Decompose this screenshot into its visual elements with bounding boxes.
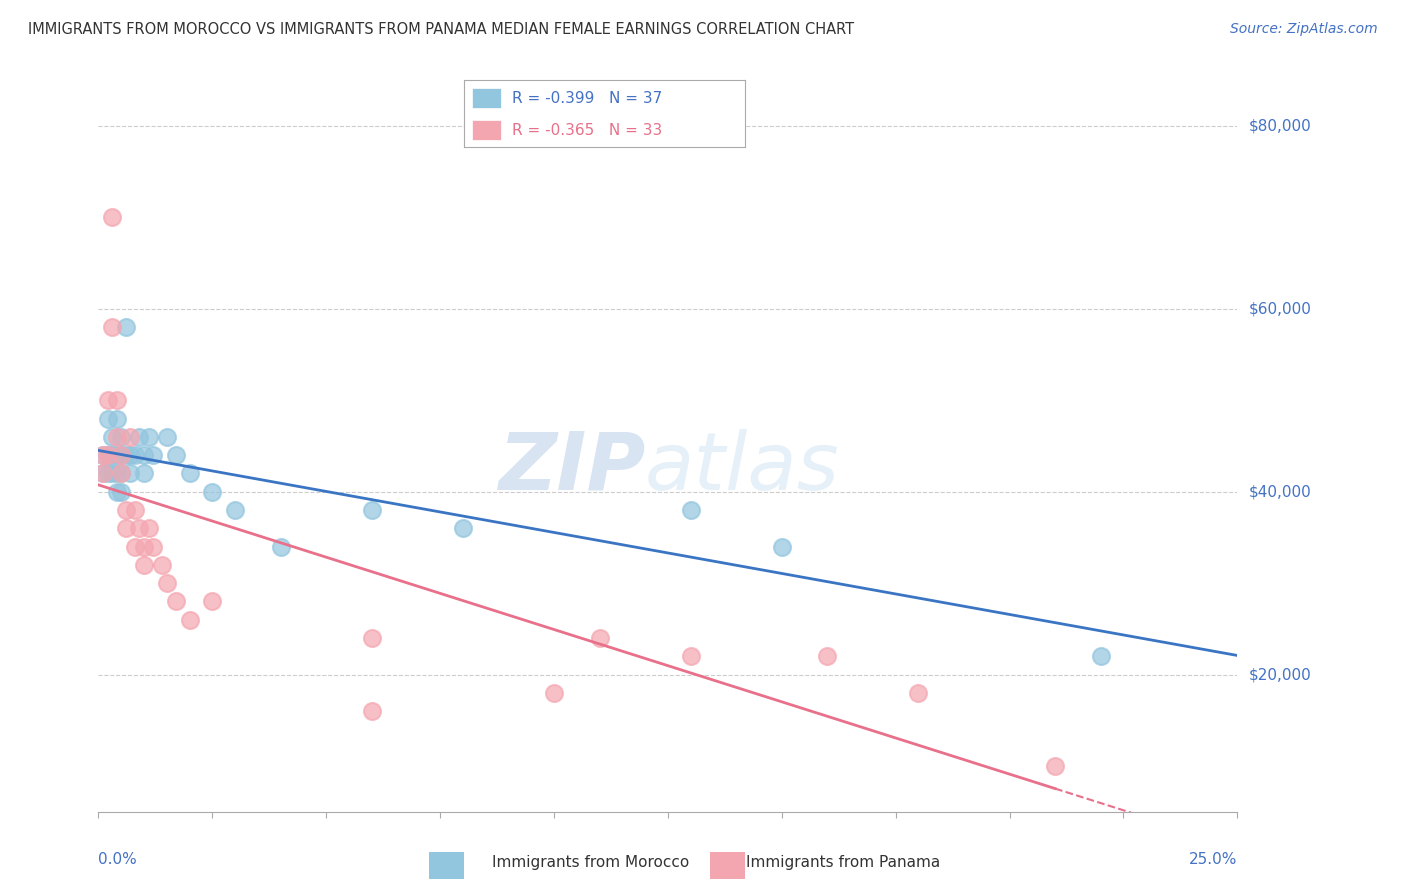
Point: [679, 503, 702, 517]
Point: [96, 393, 118, 408]
Point: [124, 540, 146, 554]
Point: [132, 467, 155, 481]
Point: [270, 540, 292, 554]
Point: [120, 467, 142, 481]
Point: [120, 448, 142, 462]
Point: [770, 540, 793, 554]
Point: [110, 467, 132, 481]
Text: Immigrants from Morocco: Immigrants from Morocco: [492, 855, 689, 870]
Point: [815, 649, 838, 664]
Point: [138, 521, 160, 535]
Point: [91, 467, 114, 481]
Point: [124, 503, 146, 517]
Text: $60,000: $60,000: [1249, 301, 1312, 317]
Point: [105, 484, 128, 499]
Point: [110, 448, 132, 462]
Point: [132, 448, 155, 462]
Point: [360, 704, 382, 718]
Point: [543, 686, 565, 700]
Point: [120, 430, 142, 444]
Point: [128, 521, 150, 535]
Point: [96, 448, 118, 462]
Point: [138, 430, 160, 444]
Point: [114, 521, 136, 535]
Point: [110, 430, 132, 444]
Text: R = -0.399   N = 37: R = -0.399 N = 37: [512, 91, 662, 106]
Point: [110, 484, 132, 499]
Point: [96, 411, 118, 425]
Text: atlas: atlas: [645, 429, 839, 507]
Point: [91, 448, 114, 462]
Point: [110, 448, 132, 462]
Text: ZIP: ZIP: [498, 429, 645, 507]
Point: [179, 467, 201, 481]
Point: [132, 540, 155, 554]
Point: [165, 448, 187, 462]
Bar: [472, 120, 501, 140]
Point: [142, 540, 165, 554]
Point: [132, 558, 155, 572]
Point: [224, 503, 246, 517]
Text: IMMIGRANTS FROM MOROCCO VS IMMIGRANTS FROM PANAMA MEDIAN FEMALE EARNINGS CORRELA: IMMIGRANTS FROM MOROCCO VS IMMIGRANTS FR…: [28, 22, 855, 37]
Bar: [472, 88, 501, 109]
Text: 0.0%: 0.0%: [98, 852, 138, 867]
Point: [128, 430, 150, 444]
Point: [101, 430, 124, 444]
Point: [110, 467, 132, 481]
Point: [101, 320, 124, 334]
Point: [105, 467, 128, 481]
Point: [679, 649, 702, 664]
Text: $20,000: $20,000: [1249, 667, 1312, 682]
Point: [105, 393, 128, 408]
Text: 25.0%: 25.0%: [1189, 852, 1237, 867]
Point: [105, 430, 128, 444]
Point: [142, 448, 165, 462]
Text: Source: ZipAtlas.com: Source: ZipAtlas.com: [1230, 22, 1378, 37]
Y-axis label: Median Female Earnings: Median Female Earnings: [0, 352, 7, 540]
Point: [91, 448, 114, 462]
Point: [201, 484, 224, 499]
Point: [1043, 759, 1066, 773]
Point: [1090, 649, 1112, 664]
Point: [114, 320, 136, 334]
Point: [114, 503, 136, 517]
Point: [91, 467, 114, 481]
Point: [360, 503, 382, 517]
Point: [165, 594, 187, 608]
Text: R = -0.365   N = 33: R = -0.365 N = 33: [512, 123, 662, 138]
Point: [105, 411, 128, 425]
Point: [451, 521, 474, 535]
Point: [156, 576, 179, 591]
Point: [105, 448, 128, 462]
Point: [101, 448, 124, 462]
Point: [907, 686, 929, 700]
Point: [101, 467, 124, 481]
Point: [96, 448, 118, 462]
Point: [114, 448, 136, 462]
Point: [360, 631, 382, 645]
Point: [588, 631, 610, 645]
Point: [96, 467, 118, 481]
Point: [150, 558, 173, 572]
Point: [124, 448, 146, 462]
Text: $80,000: $80,000: [1249, 119, 1312, 134]
Text: Immigrants from Panama: Immigrants from Panama: [747, 855, 941, 870]
Point: [156, 430, 179, 444]
Text: $40,000: $40,000: [1249, 484, 1312, 500]
Point: [101, 211, 124, 225]
Point: [179, 613, 201, 627]
Point: [201, 594, 224, 608]
